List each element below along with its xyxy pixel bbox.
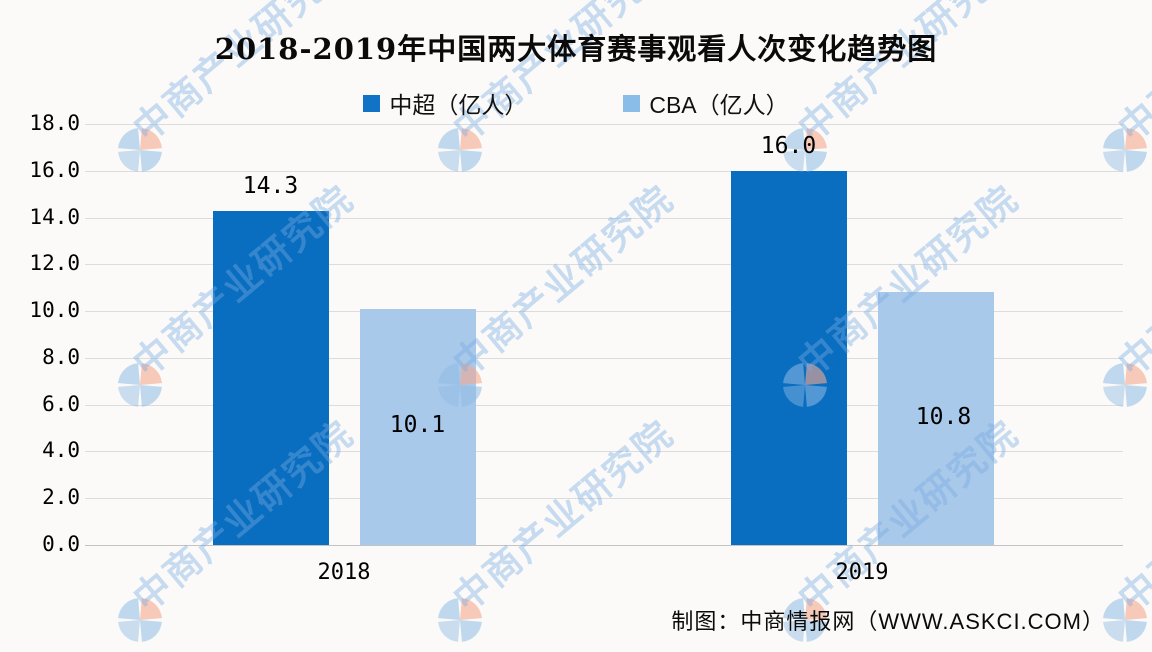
legend-item: 中超（亿人） <box>363 86 527 120</box>
watermark-text: 中商产业研究院 <box>1110 0 1152 150</box>
chart-title: 2018-2019年中国两大体育赛事观看人次变化趋势图 <box>214 32 938 66</box>
y-tick-label: 12.0 <box>29 251 80 276</box>
bar <box>877 292 994 545</box>
legend: 中超（亿人） CBA（亿人） <box>0 86 1152 120</box>
legend-item: CBA（亿人） <box>623 86 789 120</box>
bar-value-label: 14.3 <box>242 172 299 199</box>
bar <box>212 210 329 545</box>
gridline <box>85 124 1123 125</box>
y-tick-label: 8.0 <box>42 344 80 369</box>
legend-swatch-icon <box>363 94 381 112</box>
bar <box>730 170 847 545</box>
gridline <box>85 404 1123 406</box>
gridline <box>85 217 1123 219</box>
gridline <box>85 545 1123 546</box>
legend-label: 中超（亿人） <box>389 92 528 118</box>
gridline <box>85 451 1123 453</box>
y-tick-label: 16.0 <box>29 157 80 182</box>
y-tick-label: 18.0 <box>29 110 80 135</box>
bar-value-label: 16.0 <box>760 132 817 159</box>
y-tick-label: 0.0 <box>42 531 80 556</box>
watermark-text: 中商产业研究院 <box>125 0 362 150</box>
legend-swatch-icon <box>623 94 641 112</box>
y-tick-label: 10.0 <box>29 297 80 322</box>
x-tick-label: 2019 <box>835 560 889 585</box>
gridline <box>85 170 1123 172</box>
watermark-text: 中商产业研究院 <box>790 0 1027 150</box>
bar <box>359 308 476 545</box>
gridline <box>85 311 1123 313</box>
watermark-text: 中商产业研究院 <box>445 0 682 150</box>
watermark-text: 中商产业研究院 <box>1110 412 1152 620</box>
gridline <box>85 357 1123 359</box>
watermark-text: 中商产业研究院 <box>445 412 682 620</box>
footer-credit: 制图：中商情报网（WWW.ASKCI.COM） <box>671 609 1105 634</box>
gridline <box>85 498 1123 500</box>
watermark-text: 中商产业研究院 <box>1110 177 1152 385</box>
y-tick-label: 2.0 <box>42 485 80 510</box>
bar-value-label: 10.8 <box>915 403 972 430</box>
y-tick-label: 6.0 <box>42 391 80 416</box>
gridline <box>85 264 1123 266</box>
y-tick-label: 4.0 <box>42 438 80 463</box>
bar-value-label: 10.1 <box>389 411 446 438</box>
legend-label: CBA（亿人） <box>649 92 789 118</box>
watermark-logo-icon <box>1102 597 1148 648</box>
y-tick-label: 14.0 <box>29 204 80 229</box>
watermark-text: 中商产业研究院 <box>445 177 682 385</box>
x-tick-label: 2018 <box>317 560 371 585</box>
